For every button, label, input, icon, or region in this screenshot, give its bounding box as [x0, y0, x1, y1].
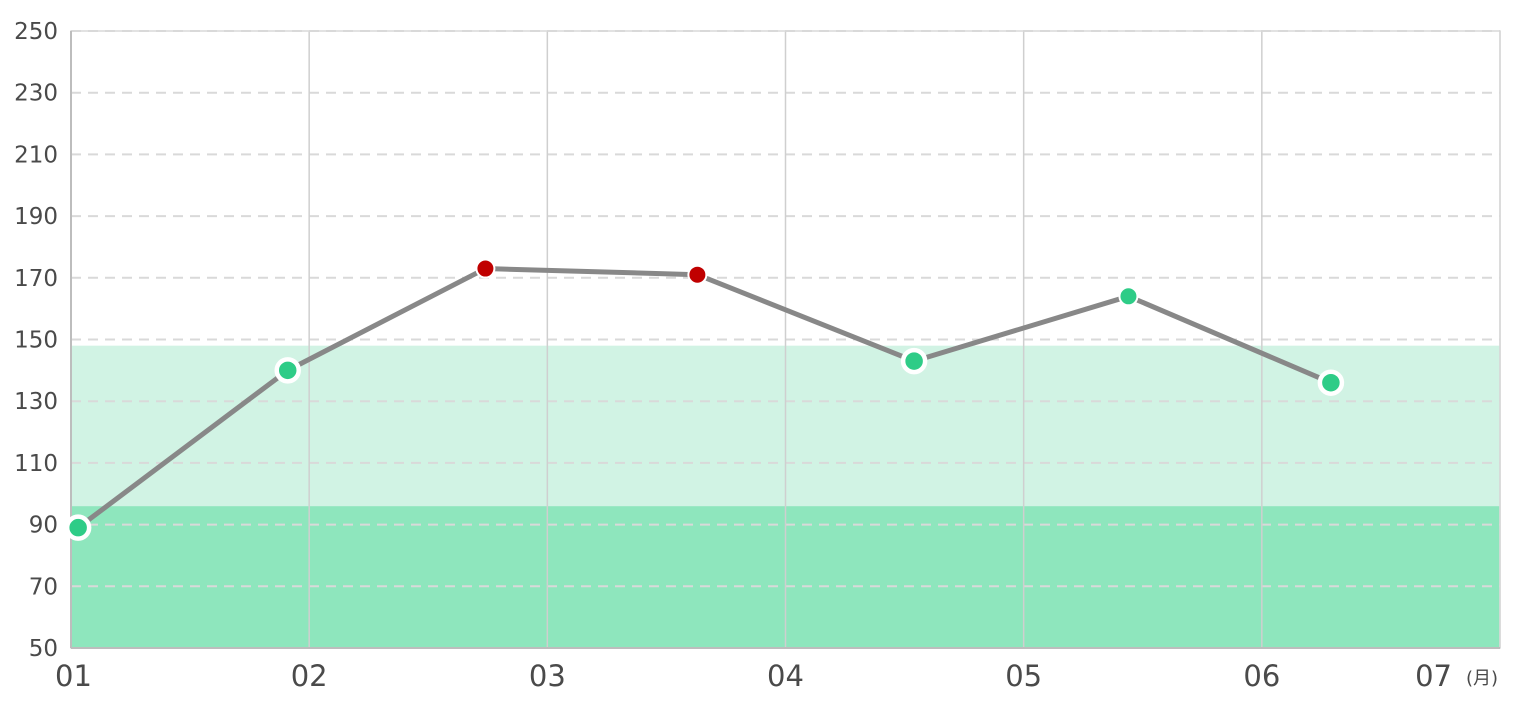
y-tick-label: 190 [14, 204, 58, 230]
data-point-normal[interactable] [1118, 286, 1139, 307]
y-tick-label: 130 [14, 389, 58, 415]
y-tick-label: 170 [14, 266, 58, 292]
y-tick-label: 70 [29, 574, 58, 600]
y-tick-label: 250 [14, 19, 58, 45]
x-axis-unit-label: (月) [1466, 668, 1498, 689]
x-tick-label: 02 [291, 659, 328, 693]
x-tick-label: 04 [767, 659, 804, 693]
x-axis-tick-labels: 01 02 03 04 05 06 07 (月) [55, 659, 1498, 693]
y-tick-label: 230 [14, 81, 58, 107]
data-point-normal[interactable] [1317, 369, 1345, 396]
y-tick-label: 150 [14, 328, 58, 354]
data-point-high[interactable] [687, 264, 708, 285]
data-point-normal[interactable] [900, 347, 928, 375]
x-tick-label: 07 [1415, 659, 1452, 693]
x-tick-label: 03 [529, 659, 566, 693]
data-series [64, 30, 1501, 649]
data-point-normal[interactable] [274, 357, 301, 384]
x-tick-label: 01 [55, 659, 92, 693]
y-tick-label: 90 [29, 513, 58, 539]
y-tick-label: 110 [14, 451, 58, 477]
data-point-normal[interactable] [64, 514, 92, 541]
y-tick-label: 50 [29, 636, 58, 662]
x-tick-label: 05 [1005, 659, 1042, 693]
data-point-high[interactable] [475, 258, 496, 279]
y-tick-label: 210 [14, 142, 58, 168]
y-axis-tick-labels: 50 70 90 110 130 150 170 190 210 230 250 [14, 19, 58, 662]
x-tick-label: 06 [1243, 659, 1280, 693]
